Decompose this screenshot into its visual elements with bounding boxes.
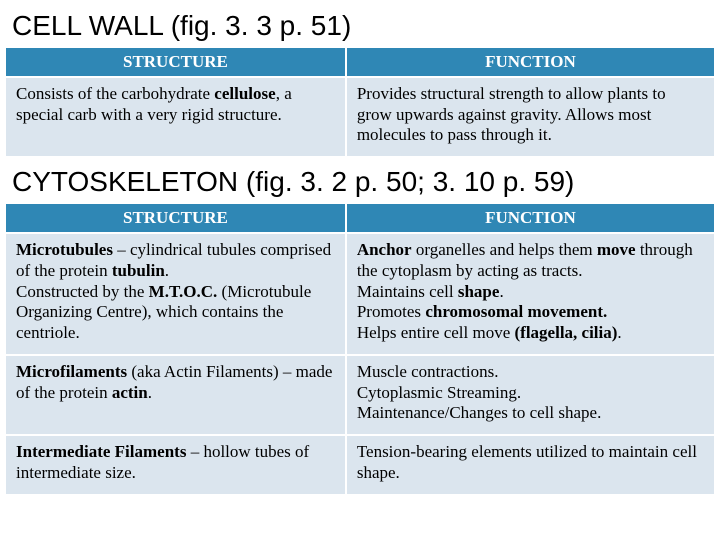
table-row: Consists of the carbohydrate cellulose, …: [6, 77, 714, 156]
cell-wall-table: STRUCTURE FUNCTION Consists of the carbo…: [6, 48, 714, 156]
col-structure: STRUCTURE: [6, 48, 346, 77]
function-cell: Muscle contractions.Cytoplasmic Streamin…: [346, 355, 714, 435]
structure-cell: Microfilaments (aka Actin Filaments) – m…: [6, 355, 346, 435]
section-heading: CYTOSKELETON (fig. 3. 2 p. 50; 3. 10 p. …: [12, 166, 714, 198]
table-row: Intermediate Filaments – hollow tubes of…: [6, 435, 714, 493]
col-function: FUNCTION: [346, 48, 714, 77]
col-function: FUNCTION: [346, 204, 714, 233]
cytoskeleton-table: STRUCTURE FUNCTION Microtubules – cylind…: [6, 204, 714, 493]
structure-cell: Microtubules – cylindrical tubules compr…: [6, 233, 346, 355]
function-cell: Anchor organelles and helps them move th…: [346, 233, 714, 355]
col-structure: STRUCTURE: [6, 204, 346, 233]
structure-cell: Intermediate Filaments – hollow tubes of…: [6, 435, 346, 493]
function-cell: Provides structural strength to allow pl…: [346, 77, 714, 156]
section-heading: CELL WALL (fig. 3. 3 p. 51): [12, 10, 714, 42]
table-row: Microtubules – cylindrical tubules compr…: [6, 233, 714, 355]
table-row: Microfilaments (aka Actin Filaments) – m…: [6, 355, 714, 435]
function-cell: Tension-bearing elements utilized to mai…: [346, 435, 714, 493]
structure-cell: Consists of the carbohydrate cellulose, …: [6, 77, 346, 156]
table-header-row: STRUCTURE FUNCTION: [6, 48, 714, 77]
table-header-row: STRUCTURE FUNCTION: [6, 204, 714, 233]
